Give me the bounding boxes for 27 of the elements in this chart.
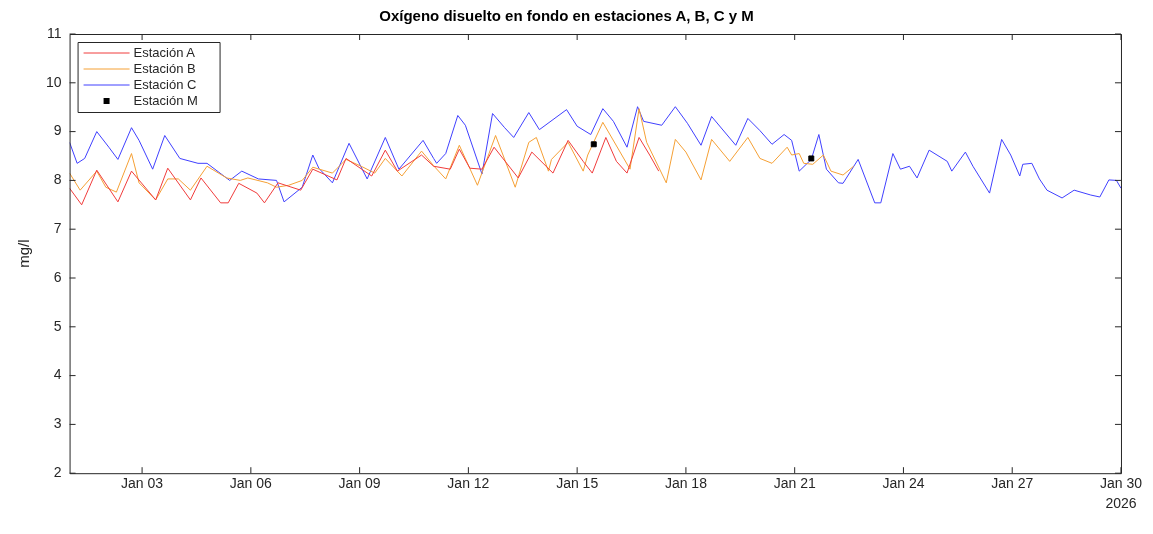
- y-tick-label: 2: [53, 464, 62, 481]
- y-axis-title: mg/l: [15, 239, 33, 268]
- x-tick-label: Jan 24: [882, 475, 925, 492]
- legend-label: Estación C: [133, 76, 197, 92]
- y-tick-label: 8: [53, 171, 62, 188]
- x-tick-label: Jan 09: [338, 475, 381, 492]
- legend-label: Estación B: [133, 60, 196, 76]
- y-tick-label: 3: [53, 415, 62, 432]
- y-tick-label: 10: [45, 73, 62, 90]
- legend-label: Estación M: [133, 92, 198, 108]
- x-tick-label: Jan 06: [229, 475, 273, 492]
- y-tick-label: 9: [53, 122, 62, 139]
- y-tick-label: 6: [53, 268, 62, 285]
- x-tick-label: Jan 21: [773, 475, 816, 492]
- y-tick-label: 5: [53, 317, 62, 334]
- x-tick-label: Jan 12: [447, 475, 490, 492]
- x-tick-label: Jan 18: [664, 475, 708, 492]
- chart-title: Oxígeno disuelto en fondo en estaciones A, B, C y M: [379, 7, 754, 25]
- y-tick-label: 11: [47, 24, 62, 41]
- legend-label: Estación A: [133, 44, 196, 60]
- text: 2026: [1105, 495, 1137, 512]
- x-tick-label: Jan 30: [1099, 475, 1143, 492]
- y-tick-label: 4: [53, 366, 62, 383]
- x-tick-label: Jan 15: [556, 475, 599, 492]
- x-tick-label: Jan 27: [991, 475, 1034, 492]
- y-tick-label: 7: [53, 220, 62, 237]
- x-tick-label: Jan 03: [121, 475, 164, 492]
